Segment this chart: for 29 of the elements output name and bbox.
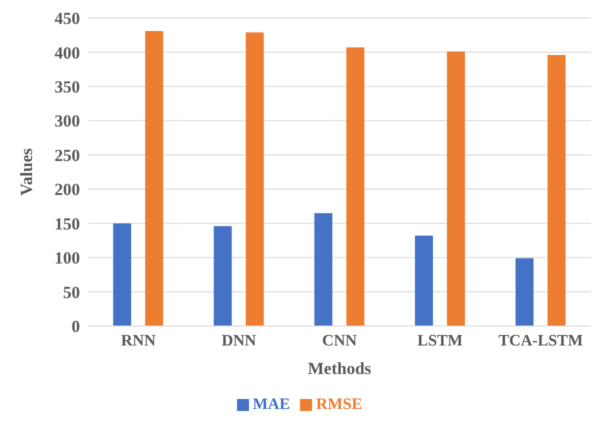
y-tick-label: 100 <box>54 248 80 268</box>
x-tick-label: TCA-LSTM <box>498 332 583 350</box>
bar <box>113 223 132 326</box>
y-axis-title: Values <box>17 148 36 196</box>
bar <box>516 258 534 326</box>
bar <box>414 236 433 326</box>
y-tick-label: 150 <box>54 214 80 234</box>
legend-label: MAE <box>252 396 290 413</box>
bar <box>346 47 364 326</box>
y-tick-label: 200 <box>54 180 80 200</box>
bar <box>314 213 332 326</box>
y-tick-label: 250 <box>54 146 80 165</box>
bar <box>145 31 164 326</box>
y-tick-label: 300 <box>54 112 80 131</box>
x-axis-title: Methods <box>308 359 372 378</box>
bar <box>446 52 465 326</box>
x-tick-label: RNN <box>120 332 156 350</box>
y-tick-label: 450 <box>54 9 80 28</box>
legend-label: RMSE <box>316 396 362 413</box>
bar <box>548 54 566 326</box>
x-tick-label: CNN <box>322 332 358 350</box>
y-tick-label: 350 <box>54 77 80 96</box>
x-tick-label: DNN <box>222 332 257 350</box>
y-tick-label: 50 <box>63 282 80 302</box>
bar <box>246 32 264 326</box>
x-tick-label: LSTM <box>417 332 463 350</box>
y-tick-label: 400 <box>54 43 80 62</box>
y-tick-label: 0 <box>72 317 80 336</box>
bar <box>214 226 232 326</box>
